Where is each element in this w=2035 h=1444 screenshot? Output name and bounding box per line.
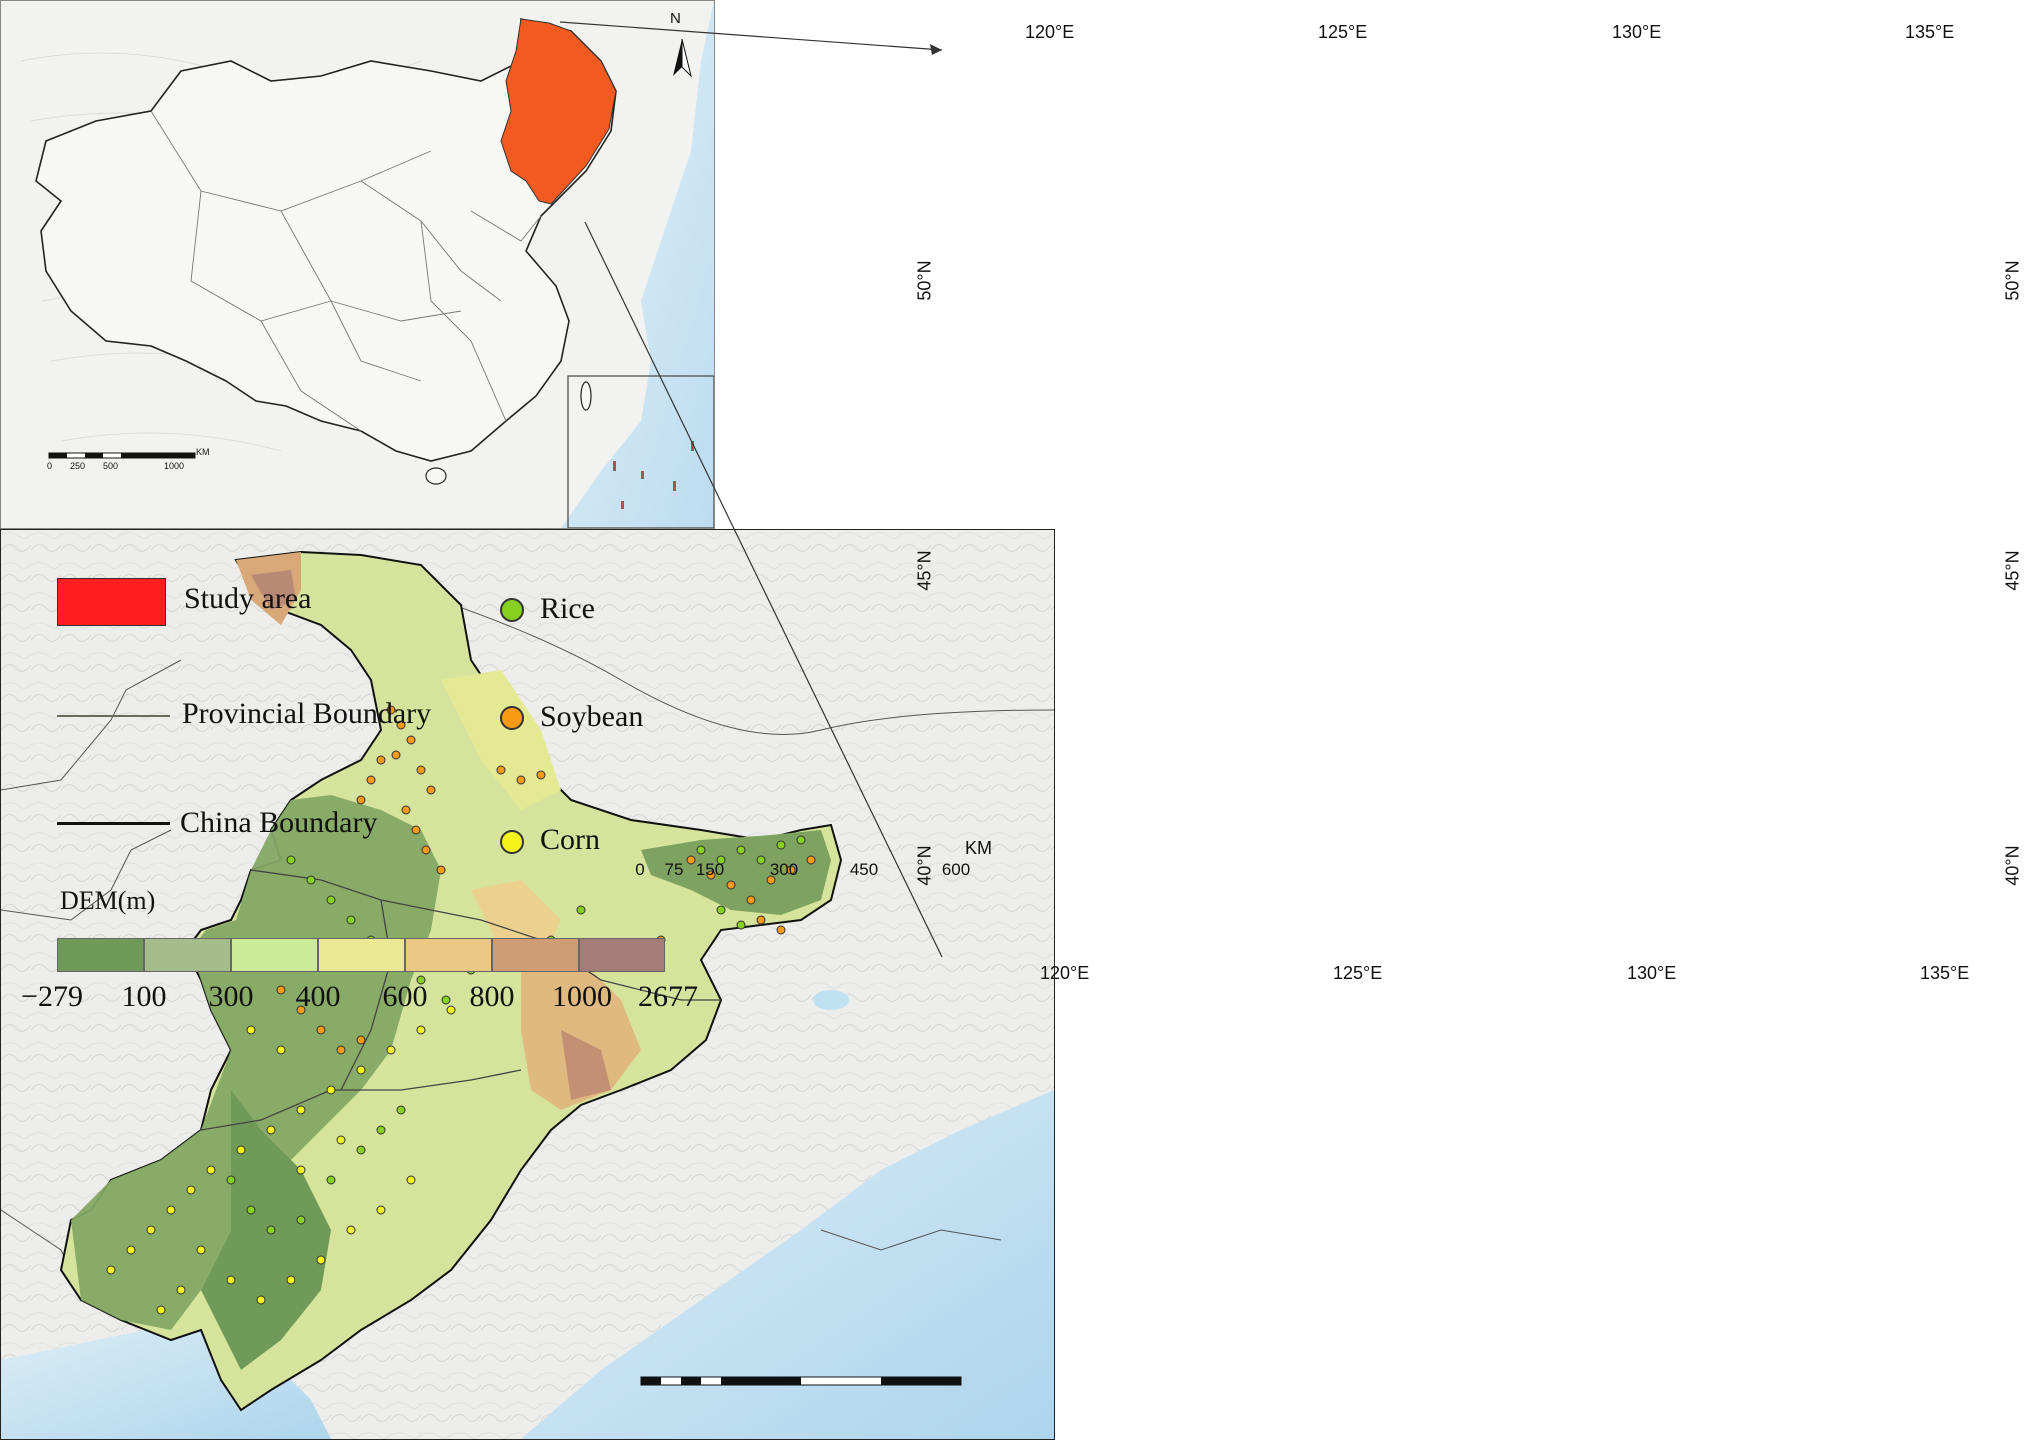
study-area-swatch [57,578,166,626]
dem-value-5: 800 [469,980,515,1013]
left-tick-45n: 45°N [914,550,935,591]
main-scale-label-0: 0 [635,860,645,879]
dem-value-3: 400 [295,980,341,1013]
dem-title: DEM(m) [60,886,156,915]
dem-color-2 [231,938,318,972]
provincial-boundary-line [57,715,170,717]
greater-khingan-peak [251,570,296,610]
inset-scale-label-1000: 1000 [164,461,185,471]
provincial-boundary-label: Provincial Boundary [182,697,432,730]
sea-area [561,1,714,528]
bottom-tick-130e: 130°E [1627,963,1677,983]
main-scale-label-300: 300 [769,860,799,879]
left-tick-40n: 40°N [914,845,935,886]
provincial-boundaries [150,110,542,432]
left-tick-50n: 50°N [914,260,935,301]
inset-map-graphic [1,1,715,529]
inset-study-area [500,18,617,205]
dem-value-2: 300 [208,980,254,1013]
inset-scale-bar [48,452,196,459]
china-boundary-outline [35,17,617,462]
dem-value-0: −279 [21,980,83,1013]
main-scale-label-75: 75 [664,860,684,879]
inset-scale-label-0: 0 [47,461,53,471]
dem-color-0 [57,938,144,972]
main-scale-label-600: 600 [941,860,971,879]
north-label: N [670,10,681,27]
bottom-tick-125e: 125°E [1333,963,1383,983]
dem-value-4: 600 [382,980,428,1013]
top-tick-135e: 135°E [1905,22,1955,42]
top-tick-130e: 130°E [1612,22,1662,42]
zoom-connector-lines [559,21,943,958]
china-boundary-label: China Boundary [180,806,378,839]
inset-map-china: N 0 250 500 1000 KM [0,0,715,529]
dem-value-1: 100 [121,980,167,1013]
main-scale-label-150: 150 [695,860,725,879]
taiwan-island [580,381,592,411]
dem-value-7: 2677 [638,980,698,1013]
inset-scale-unit: KM [196,447,210,457]
study-area-label: Study area [184,582,312,615]
corn-label: Corn [540,823,600,856]
right-tick-45n: 45°N [2002,550,2023,591]
top-tick-120e: 120°E [1025,22,1075,42]
right-tick-50n: 50°N [2002,260,2023,301]
hainan-island [425,467,447,485]
dem-color-1 [144,938,231,972]
north-arrow-icon [673,38,692,78]
dem-color-4 [405,938,492,972]
rice-label: Rice [540,592,595,625]
sanjiang-plain [641,830,831,915]
right-tick-40n: 40°N [2002,845,2023,886]
top-tick-125e: 125°E [1318,22,1368,42]
main-scale-unit: KM [965,838,992,858]
soybean-label: Soybean [540,700,644,733]
south-china-sea-islands [613,441,694,509]
corn-marker [500,830,524,854]
bottom-tick-135e: 135°E [1920,963,1970,983]
china-boundary-line [57,822,170,825]
inset-scale-label-500: 500 [103,461,119,471]
inset-scale-label-250: 250 [70,461,86,471]
bottom-tick-120e: 120°E [1040,963,1090,983]
lesser-khingan [441,670,561,810]
dem-color-6 [579,938,665,972]
main-scale-label-450: 450 [849,860,879,879]
dem-value-6: 1000 [552,980,612,1013]
main-scale-bar [640,1376,962,1386]
rice-marker [500,598,524,622]
soybean-marker [500,706,524,730]
xingkai-lake [813,990,849,1010]
dem-color-5 [492,938,579,972]
dem-color-3 [318,938,405,972]
